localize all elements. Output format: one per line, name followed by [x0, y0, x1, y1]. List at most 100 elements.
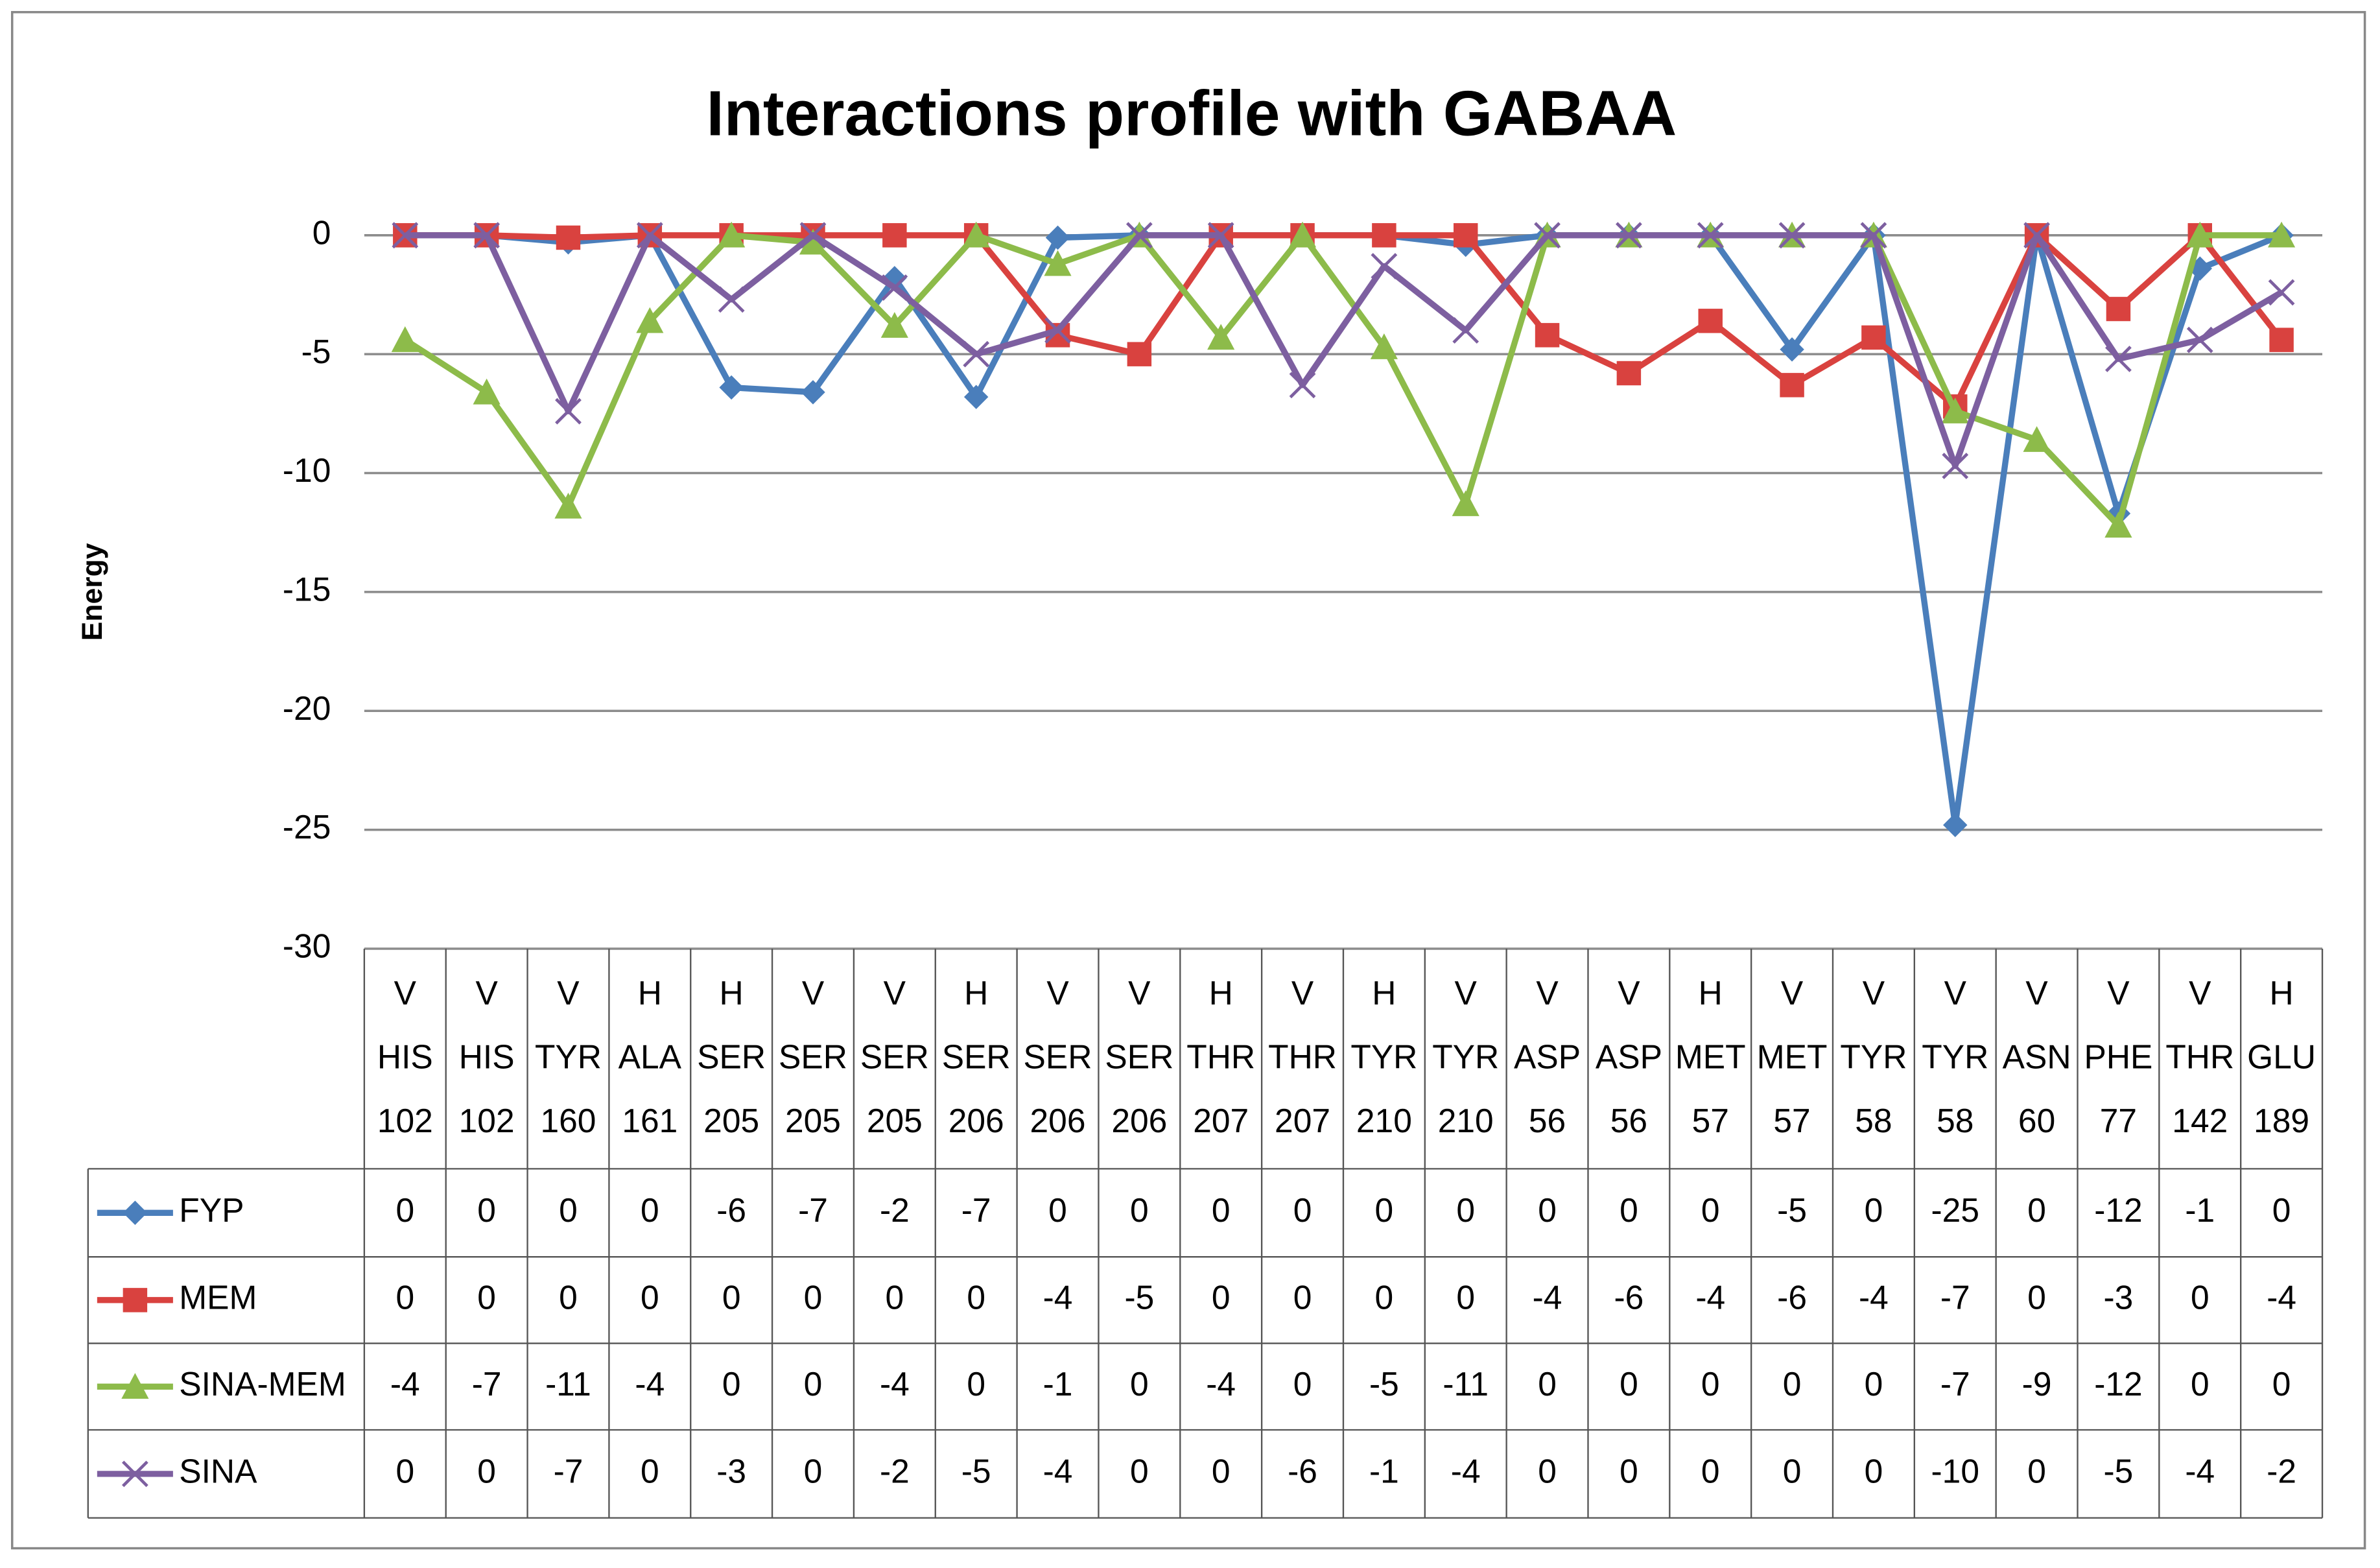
x-tick-label: V: [1944, 974, 1967, 1012]
x-tick-label: V: [2025, 974, 2048, 1012]
marker: [2268, 279, 2295, 306]
marker: [1535, 323, 1560, 348]
table-cell: 0: [2272, 1365, 2291, 1403]
table-cell: -5: [1777, 1191, 1807, 1229]
x-tick-label: V: [475, 974, 498, 1012]
x-tick-label: 60: [2018, 1102, 2055, 1139]
x-tick-label: V: [557, 974, 580, 1012]
x-tick-label: THR: [1268, 1038, 1337, 1075]
x-tick-label: 206: [1111, 1102, 1167, 1139]
legend-label: MEM: [179, 1278, 257, 1316]
x-tick-label: 56: [1529, 1102, 1566, 1139]
marker: [1452, 317, 1479, 344]
marker: [1780, 337, 1804, 362]
x-tick-label: H: [720, 974, 744, 1012]
table-cell: -11: [545, 1365, 591, 1403]
table-cell: -2: [880, 1452, 910, 1490]
marker: [1778, 222, 1806, 249]
marker: [1044, 250, 1072, 276]
x-tick-label: 206: [1030, 1102, 1086, 1139]
marker: [1288, 221, 1317, 248]
x-tick-label: TYR: [535, 1038, 602, 1075]
marker: [2186, 326, 2213, 353]
marker: [1371, 253, 1398, 279]
table-cell: 0: [1456, 1278, 1475, 1316]
table-cell: -7: [1940, 1365, 1970, 1403]
table-cell: 0: [1130, 1452, 1149, 1490]
marker: [718, 286, 745, 313]
x-tick-label: THR: [1186, 1038, 1255, 1075]
x-tick-label: 58: [1855, 1102, 1892, 1139]
table-cell: 0: [1701, 1452, 1720, 1490]
y-axis-label: Energy: [77, 543, 108, 641]
marker: [2106, 296, 2131, 322]
series-line: [403, 232, 2282, 529]
table-cell: 0: [967, 1278, 985, 1316]
table-cell: -7: [798, 1191, 828, 1229]
x-tick-label: V: [2189, 974, 2211, 1012]
table-cell: 0: [1538, 1365, 1557, 1403]
x-tick-label: V: [1455, 974, 1478, 1012]
marker: [123, 1200, 148, 1225]
table-cell: 0: [2272, 1191, 2291, 1229]
marker: [880, 312, 908, 338]
table-cell: -4: [1533, 1278, 1562, 1316]
marker: [473, 378, 501, 405]
table-cell: 0: [1212, 1278, 1231, 1316]
marker: [392, 222, 419, 249]
marker: [1289, 372, 1316, 399]
table-cell: 0: [1620, 1365, 1638, 1403]
marker: [2023, 222, 2050, 249]
marker: [473, 222, 501, 249]
table-cell: 0: [967, 1365, 985, 1403]
marker: [719, 375, 744, 400]
table-cell: 0: [1130, 1191, 1149, 1229]
marker: [121, 1373, 149, 1399]
table-cell: -4: [1043, 1278, 1073, 1316]
x-tick-label: 77: [2100, 1102, 2137, 1139]
y-tick-label: 0: [312, 213, 331, 251]
x-tick-label: V: [884, 974, 906, 1012]
table-cell: 0: [1293, 1365, 1312, 1403]
x-tick-label: 205: [703, 1102, 759, 1139]
table-cell: -5: [961, 1452, 991, 1490]
table-cell: 0: [804, 1452, 823, 1490]
x-tick-label: SER: [1024, 1038, 1092, 1075]
marker: [2105, 346, 2132, 372]
y-tick-label: -20: [283, 689, 331, 727]
marker: [636, 222, 663, 249]
marker: [799, 228, 827, 255]
x-tick-label: TYR: [1432, 1038, 1499, 1075]
table-cell: 0: [395, 1452, 414, 1490]
table-cell: 0: [1293, 1278, 1312, 1316]
table-cell: 0: [722, 1365, 741, 1403]
x-tick-label: V: [394, 974, 417, 1012]
table-cell: 0: [2027, 1278, 2046, 1316]
x-tick-label: TYR: [1922, 1038, 1988, 1075]
y-tick-label: -30: [283, 927, 331, 965]
x-tick-label: PHE: [2084, 1038, 2152, 1075]
marker: [1207, 324, 1235, 350]
legend-label: SINA: [179, 1452, 257, 1490]
marker: [1697, 222, 1724, 249]
marker: [881, 274, 908, 301]
x-tick-label: SER: [779, 1038, 847, 1075]
marker: [2104, 512, 2132, 538]
x-tick-label: 210: [1438, 1102, 1494, 1139]
x-tick-label: THR: [2165, 1038, 2234, 1075]
x-tick-label: 102: [377, 1102, 433, 1139]
table-cell: 0: [395, 1278, 414, 1316]
table-cell: -4: [2185, 1452, 2215, 1490]
table-cell: 0: [2027, 1191, 2046, 1229]
table-cell: 0: [804, 1278, 823, 1316]
marker: [962, 221, 990, 248]
marker: [554, 492, 582, 519]
table-cell: 0: [559, 1278, 578, 1316]
table-cell: -10: [1931, 1452, 1979, 1490]
table-cell: -6: [716, 1191, 746, 1229]
table-cell: 0: [1865, 1191, 1883, 1229]
table-cell: 0: [722, 1278, 741, 1316]
x-tick-label: H: [1209, 974, 1233, 1012]
table-cell: -4: [880, 1365, 910, 1403]
